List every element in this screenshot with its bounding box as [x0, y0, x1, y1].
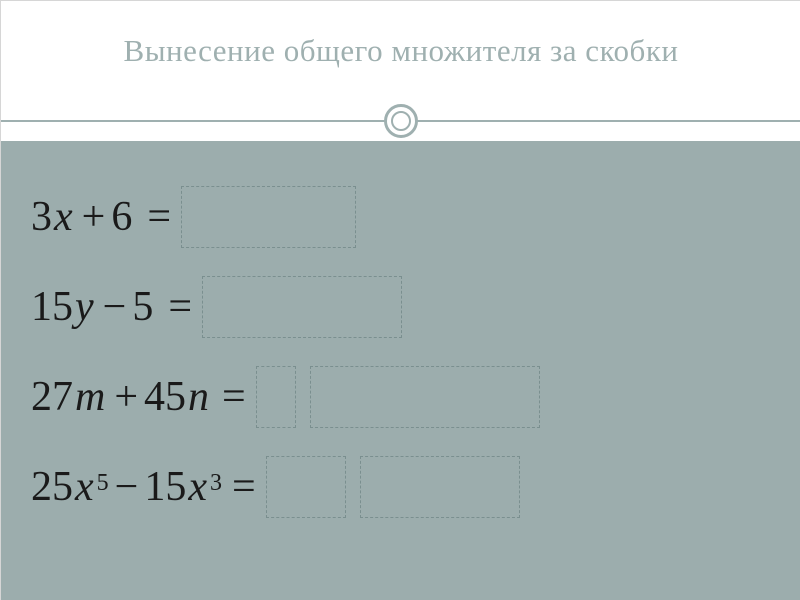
answer-placeholder-box	[310, 366, 540, 428]
answer-placeholder-box	[360, 456, 520, 518]
equation-row: 15y−5=	[31, 271, 771, 343]
op: +	[108, 373, 144, 421]
answer-box-group	[181, 186, 356, 248]
exp: 3	[209, 470, 222, 497]
equation-row: 25x5−15x3=	[31, 451, 771, 523]
equals-sign: =	[212, 373, 256, 421]
var: n	[186, 373, 211, 421]
equation-row: 3x+6=	[31, 181, 771, 253]
coef: 15	[144, 463, 186, 511]
slide: Вынесение общего множителя за скобки 3x+…	[1, 1, 800, 600]
divider-circle-icon	[384, 104, 418, 138]
equation-lhs: 27m+45n=	[31, 373, 256, 421]
var: x	[73, 463, 96, 511]
exp: 5	[96, 470, 109, 497]
equals-sign: =	[137, 193, 181, 241]
op: −	[97, 283, 133, 331]
coef: 45	[144, 373, 186, 421]
coef: 25	[31, 463, 73, 511]
equation-row: 27m+45n=	[31, 361, 771, 433]
coef: 27	[31, 373, 73, 421]
content-area: 3x+6= 15y−5= 27m+45n=	[1, 141, 800, 600]
answer-placeholder-box	[266, 456, 346, 518]
answer-placeholder-box	[256, 366, 296, 428]
var: x	[186, 463, 209, 511]
var: x	[52, 193, 75, 241]
var: m	[73, 373, 107, 421]
answer-box-group	[266, 456, 520, 518]
answer-placeholder-box	[181, 186, 356, 248]
equations-panel: 3x+6= 15y−5= 27m+45n=	[31, 181, 771, 571]
op: −	[109, 463, 145, 511]
equals-sign: =	[158, 283, 202, 331]
slide-title: Вынесение общего множителя за скобки	[124, 33, 679, 69]
equation-lhs: 3x+6=	[31, 193, 181, 241]
op: +	[76, 193, 112, 241]
title-area: Вынесение общего множителя за скобки	[1, 1, 800, 101]
answer-box-group	[256, 366, 540, 428]
divider-line-right	[416, 120, 800, 122]
title-divider	[1, 101, 800, 141]
coef: 6	[111, 193, 132, 241]
divider-line-left	[1, 120, 386, 122]
answer-box-group	[202, 276, 402, 338]
equation-lhs: 15y−5=	[31, 283, 202, 331]
coef: 15	[31, 283, 73, 331]
divider-circle-inner-icon	[391, 111, 411, 131]
answer-placeholder-box	[202, 276, 402, 338]
coef: 3	[31, 193, 52, 241]
equation-lhs: 25x5−15x3=	[31, 463, 266, 511]
var: y	[73, 283, 96, 331]
equals-sign: =	[222, 463, 266, 511]
coef: 5	[132, 283, 153, 331]
